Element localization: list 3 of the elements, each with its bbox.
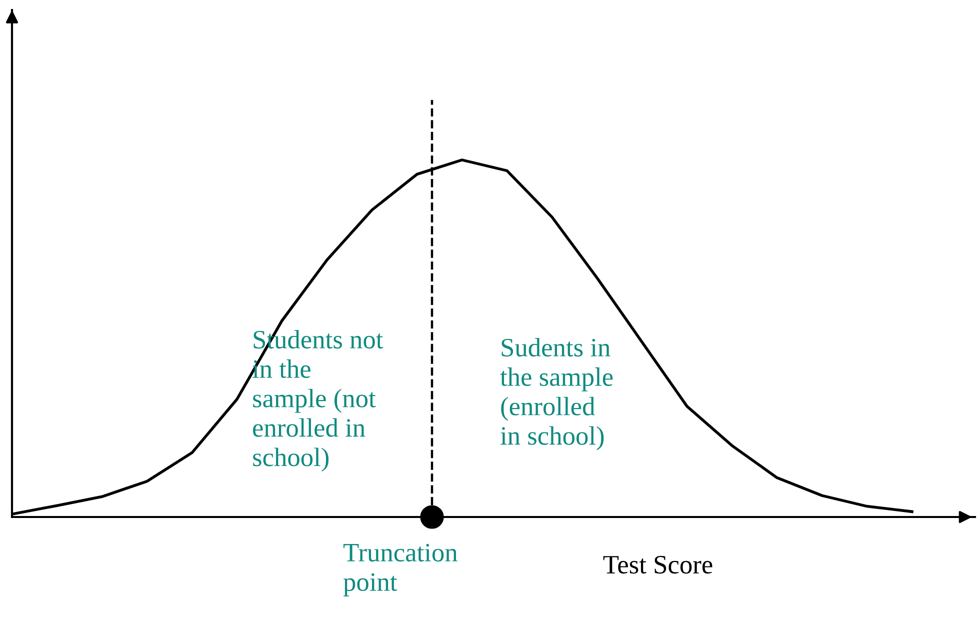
- annotation: Sudents in the sample (enrolled in school): [500, 338, 613, 450]
- x-axis-title: Test Score: [603, 556, 712, 574]
- text: Truncation point: [343, 544, 458, 596]
